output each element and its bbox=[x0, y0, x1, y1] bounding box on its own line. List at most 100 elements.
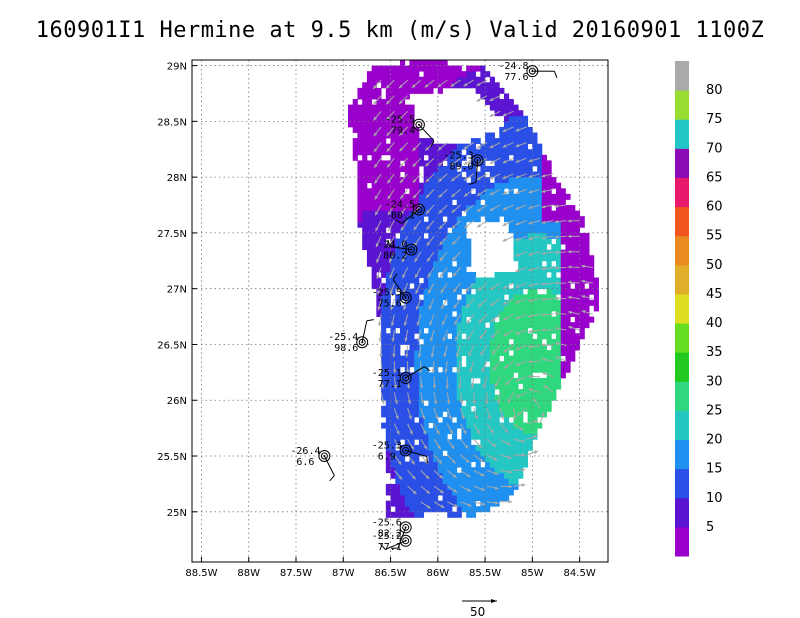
wind-arrow-head bbox=[567, 295, 572, 300]
field-cell bbox=[428, 299, 434, 306]
field-cell bbox=[480, 483, 486, 490]
wind-arrow-head bbox=[451, 225, 456, 229]
field-cell bbox=[385, 260, 391, 267]
field-cell bbox=[546, 216, 552, 223]
field-cell bbox=[489, 149, 495, 156]
field-cell bbox=[423, 322, 429, 329]
field-cell bbox=[437, 305, 443, 312]
field-cell bbox=[414, 433, 420, 440]
field-cell bbox=[428, 472, 434, 479]
field-cell bbox=[499, 171, 505, 178]
field-cell bbox=[385, 266, 391, 273]
field-cell bbox=[390, 277, 396, 284]
field-cell bbox=[381, 366, 387, 373]
wind-arrow-head bbox=[440, 504, 445, 508]
field-cell bbox=[579, 260, 585, 267]
field-cell bbox=[404, 210, 410, 217]
field-cell bbox=[485, 87, 491, 94]
field-cell bbox=[480, 389, 486, 396]
field-cell bbox=[522, 216, 529, 223]
field-cell bbox=[409, 60, 415, 66]
field-cell bbox=[513, 416, 519, 423]
field-cell bbox=[475, 188, 481, 195]
field-cell bbox=[466, 238, 472, 245]
field-cell bbox=[385, 361, 391, 368]
field-cell bbox=[442, 355, 448, 362]
wind-arrow bbox=[476, 188, 488, 197]
wind-arrow bbox=[476, 95, 488, 102]
wind-arrow-head bbox=[503, 317, 507, 321]
wind-arrow-head bbox=[427, 257, 431, 262]
field-cell bbox=[508, 143, 514, 150]
field-cell bbox=[504, 327, 510, 334]
field-cell bbox=[584, 244, 590, 251]
field-cell bbox=[433, 394, 439, 401]
field-cell bbox=[522, 428, 529, 435]
field-cell bbox=[395, 294, 401, 301]
field-cell bbox=[423, 350, 429, 357]
field-cell bbox=[418, 210, 425, 217]
field-cell bbox=[485, 350, 491, 357]
wind-arrow bbox=[528, 220, 541, 225]
field-cell bbox=[470, 511, 477, 518]
wind-arrow bbox=[439, 251, 448, 262]
colorbar-segment bbox=[675, 264, 689, 295]
wind-arrow-head bbox=[528, 174, 533, 178]
wind-arrow-head bbox=[403, 306, 407, 311]
field-cell bbox=[400, 232, 406, 239]
field-cell bbox=[395, 461, 401, 468]
field-cell bbox=[437, 143, 443, 150]
wind-arrow-head bbox=[391, 338, 395, 342]
field-cell bbox=[423, 500, 429, 507]
field-cell bbox=[470, 472, 477, 479]
field-cell bbox=[494, 327, 500, 334]
field-cell bbox=[366, 238, 373, 245]
field-cell bbox=[414, 132, 420, 139]
wind-arrow-head bbox=[495, 501, 499, 505]
field-cell bbox=[390, 322, 396, 329]
field-cell bbox=[541, 271, 547, 278]
field-cell bbox=[527, 361, 533, 368]
field-cell bbox=[442, 288, 448, 295]
field-cell bbox=[527, 149, 533, 156]
wind-arrow-head bbox=[421, 415, 426, 420]
wind-arrow bbox=[541, 313, 554, 317]
field-cell bbox=[414, 299, 420, 306]
field-cell bbox=[508, 160, 514, 167]
field-cell bbox=[385, 316, 391, 323]
wind-arrow-head bbox=[377, 290, 381, 295]
station-wind-barb-flag bbox=[392, 273, 398, 280]
wind-arrow bbox=[374, 204, 382, 216]
field-cell bbox=[584, 255, 590, 262]
field-cell bbox=[527, 177, 533, 184]
field-cell bbox=[395, 115, 401, 122]
field-cell bbox=[494, 305, 500, 312]
field-cell bbox=[485, 500, 491, 507]
field-cell bbox=[470, 210, 477, 217]
field-cell bbox=[452, 483, 458, 490]
field-cell bbox=[513, 322, 519, 329]
field-cell bbox=[546, 227, 552, 234]
field-cell bbox=[546, 383, 552, 390]
wind-arrow bbox=[515, 157, 527, 163]
field-cell bbox=[428, 311, 434, 317]
y-tick-label: 25N bbox=[167, 508, 187, 519]
field-cell bbox=[470, 305, 477, 312]
field-cell bbox=[489, 444, 495, 451]
field-cell bbox=[485, 467, 491, 474]
field-cell bbox=[452, 433, 458, 440]
field-cell bbox=[423, 87, 429, 94]
field-cell bbox=[433, 389, 439, 396]
wind-arrow bbox=[463, 173, 474, 182]
wind-arrow bbox=[407, 423, 414, 435]
field-cell bbox=[541, 305, 547, 312]
field-cell bbox=[504, 322, 510, 329]
field-cell bbox=[395, 154, 401, 161]
wind-arrow bbox=[446, 407, 452, 420]
field-cell bbox=[395, 210, 401, 217]
field-cell bbox=[366, 143, 373, 150]
field-cell bbox=[428, 478, 434, 485]
observation-station: -24.080.2 bbox=[377, 240, 418, 262]
field-cell bbox=[537, 394, 543, 401]
wind-arrow bbox=[463, 188, 474, 197]
